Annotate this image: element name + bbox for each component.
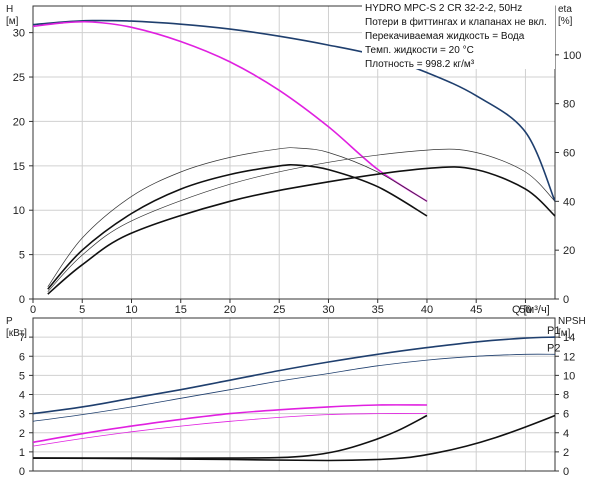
y-tick-label-left: 3 [19, 409, 25, 421]
x-tick-label: 35 [372, 304, 384, 316]
x-tick-label: 25 [273, 304, 285, 316]
y-axis-right-unit: [м] [558, 328, 571, 339]
y-tick-label-right: 100 [563, 50, 581, 62]
y-tick-label-left: 0 [19, 466, 25, 478]
y-axis-right-name: NPSH [558, 316, 586, 327]
series-line-2-1 [32, 336, 556, 415]
x-tick-label: 50 [519, 304, 531, 316]
y-tick-label-left: 1 [19, 447, 25, 459]
y-tick-label-right: 20 [563, 245, 575, 257]
y-tick-label-right: 0 [563, 294, 569, 306]
info-box [362, 1, 555, 69]
series-line-2-6 [32, 414, 556, 462]
y-tick-label-right: 40 [563, 196, 575, 208]
series-line-1-2 [32, 20, 428, 202]
series-line-2-4 [32, 413, 428, 447]
y-tick-label-right: 12 [563, 351, 575, 363]
y-tick-label-right: 14 [563, 332, 575, 344]
x-tick-label: 45 [470, 304, 482, 316]
y-axis-right-unit: [%] [558, 16, 573, 27]
y-tick-label-left: 10 [13, 205, 25, 217]
chart-title: HYDRO MPC-S 2 CR 32-2-2, 50Hz [365, 3, 522, 14]
chart-note: Перекачиваемая жидкость = Вода [365, 31, 525, 42]
y-tick-label-right: 0 [563, 466, 569, 478]
y-tick-label-left: 4 [19, 390, 25, 402]
y-axis-left-unit: [кВт] [6, 328, 27, 339]
x-tick-label: 10 [125, 304, 137, 316]
series-label-p2: P2 [547, 342, 560, 354]
y-tick-label-left: 5 [19, 250, 25, 262]
x-tick-label: 5 [79, 304, 85, 316]
series-label-p1: P1 [547, 325, 560, 337]
y-tick-label-left: 6 [19, 351, 25, 363]
x-tick-label: 20 [224, 304, 236, 316]
series-line-1-3 [47, 147, 428, 288]
series-line-2-3 [32, 404, 428, 444]
y-tick-label-right: 60 [563, 148, 575, 160]
y-tick-label-right: 80 [563, 99, 575, 111]
y-tick-label-right: 6 [563, 409, 569, 421]
x-tick-label: 40 [421, 304, 433, 316]
series-line-1-1 [32, 19, 556, 202]
y-tick-label-right: 4 [563, 428, 569, 440]
x-tick-label: 30 [322, 304, 334, 316]
series-line-2-2 [32, 353, 556, 422]
series-line-1-4 [47, 163, 428, 290]
y-tick-label-right: 10 [563, 370, 575, 382]
y-axis-left-unit: [м] [6, 16, 19, 27]
x-tick-label: 0 [30, 304, 36, 316]
y-tick-label-left: 0 [19, 294, 25, 306]
y-tick-label-left: 15 [13, 161, 25, 173]
series-line-1-6 [47, 166, 556, 295]
y-tick-label-left: 25 [13, 72, 25, 84]
y-tick-label-left: 2 [19, 428, 25, 440]
series-line-1-5 [47, 148, 556, 292]
y-tick-label-left: 7 [19, 332, 25, 344]
y-tick-label-right: 2 [563, 447, 569, 459]
y-tick-label-left: 30 [13, 28, 25, 40]
y-tick-label-left: 20 [13, 116, 25, 128]
y-axis-left-name: H [6, 4, 13, 15]
y-axis-right-name: eta [558, 4, 572, 15]
y-tick-label-right: 8 [563, 390, 569, 402]
chart-note: Потери в фиттингах и клапанах не вкл. [365, 16, 547, 28]
chart-note: Плотность = 998.2 кг/м³ [365, 59, 475, 70]
x-tick-label: 15 [175, 304, 187, 316]
y-tick-label-left: 5 [19, 370, 25, 382]
chart-note: Темп. жидкости = 20 °C [365, 45, 474, 56]
y-axis-left-name: P [6, 316, 13, 327]
x-axis-label: Q [м³/ч] [512, 304, 550, 316]
